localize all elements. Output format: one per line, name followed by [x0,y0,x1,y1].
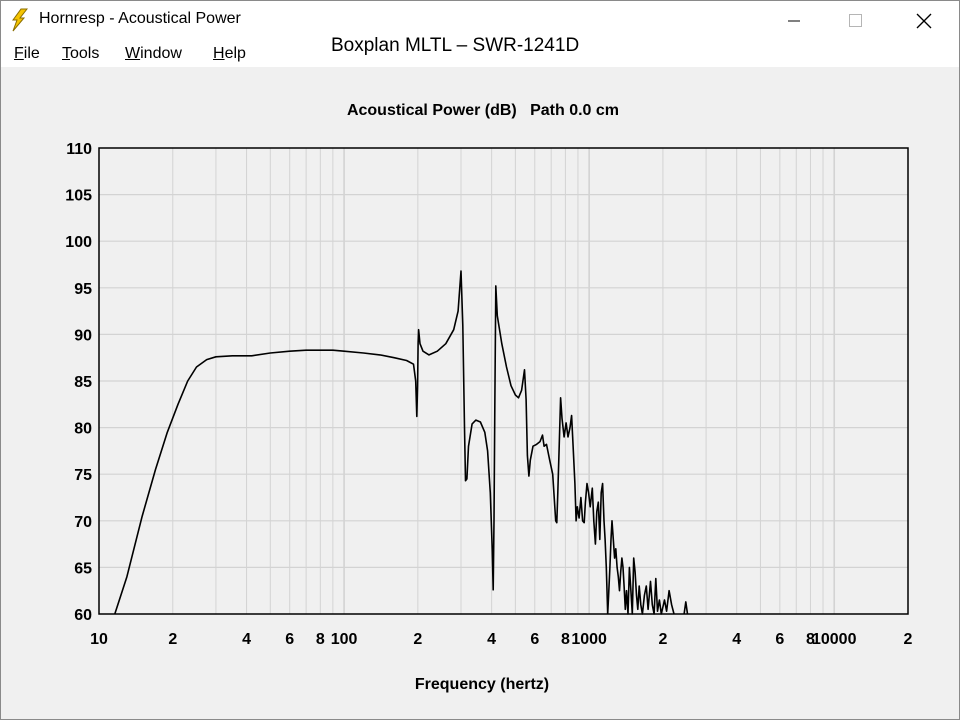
y-tick-label: 100 [65,234,92,251]
chart-svg: Acoustical Power (dB) Path 0.0 cm 60 65 70… [65,102,912,693]
y-tick-label: 70 [74,514,92,531]
menu-window[interactable]: Window [125,45,182,62]
x-tick-label: 8 [806,631,815,648]
x-tick-label: 6 [775,631,784,648]
series-line [606,519,675,615]
menu-help[interactable]: Help [213,45,246,62]
data-series [114,270,689,615]
y-tick-label: 95 [74,281,92,298]
y-tick-label: 105 [65,188,92,205]
menu-bar: File Tools Window Help [1,39,959,67]
y-tick-label: 65 [74,560,92,577]
maximize-button[interactable] [832,1,878,39]
x-tick-label: 2 [658,631,667,648]
grid [99,148,908,614]
plot-frame [98,147,909,615]
minimize-button[interactable] [771,1,817,39]
window-title: Hornresp - Acoustical Power [39,10,241,27]
caption-text: Boxplan MLTL – SWR-1241D [331,35,580,56]
close-button[interactable] [901,1,947,39]
x-tick-label: 4 [732,631,741,648]
y-tick-label: 110 [66,141,92,158]
close-icon [916,13,932,29]
lightning-icon [10,8,29,32]
y-tick-label: 85 [74,374,92,391]
x-tick-label: 8 [561,631,570,648]
x-tick-label: 100 [331,631,358,648]
y-axis-ticks: 60 65 70 75 80 85 90 95 100 105 110 [65,141,92,624]
x-tick-label: 4 [487,631,496,648]
y-tick-label: 80 [74,421,92,438]
title-bar[interactable]: Hornresp - Acoustical Power [1,1,959,39]
x-tick-label: 1000 [571,631,607,648]
x-tick-label: 4 [242,631,251,648]
menu-file[interactable]: File [14,45,40,62]
x-tick-label: 10000 [812,631,857,648]
x-tick-label: 2 [904,631,913,648]
x-tick-label: 8 [316,631,325,648]
minimize-icon [788,20,800,22]
x-tick-label: 6 [530,631,539,648]
x-axis-label: Frequency (hertz) [415,676,549,693]
x-tick-label: 6 [285,631,294,648]
y-tick-label: 90 [74,327,92,344]
y-tick-label: 60 [74,607,92,624]
x-tick-label: 10 [90,631,108,648]
x-tick-label: 2 [413,631,422,648]
maximize-icon [849,14,862,27]
x-tick-label: 2 [168,631,177,648]
series-line [114,270,609,615]
chart-title: Acoustical Power (dB) Path 0.0 cm [347,102,619,119]
y-tick-label: 75 [74,467,92,484]
series-line [683,601,689,615]
menu-tools[interactable]: Tools [62,45,100,62]
